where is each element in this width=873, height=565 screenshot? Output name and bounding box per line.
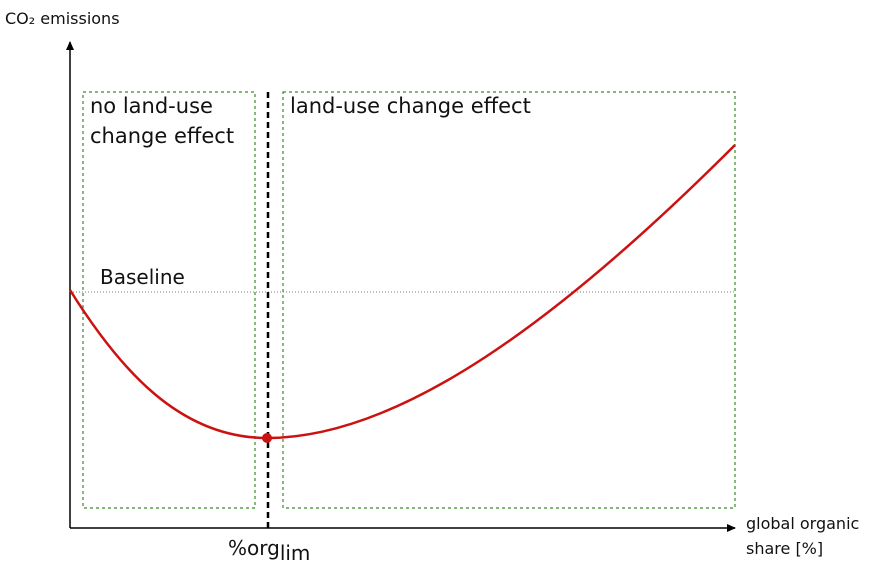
region-label: land-use change effect: [290, 94, 531, 118]
threshold-main: %org: [228, 536, 280, 560]
optimum-point: [262, 433, 272, 443]
x-axis-label: global organic: [746, 514, 859, 533]
y-axis-label: CO₂ emissions: [5, 9, 120, 28]
baseline-label: Baseline: [100, 265, 185, 289]
emission-curve: [68, 144, 736, 440]
region-label: no land-use: [90, 94, 213, 118]
region-box: [282, 91, 736, 509]
x-axis-label: share [%]: [746, 539, 823, 558]
region-box: [82, 91, 256, 509]
threshold-sub: lim: [280, 541, 311, 565]
threshold-label: %orglim: [228, 536, 310, 565]
region-label: change effect: [90, 124, 234, 148]
